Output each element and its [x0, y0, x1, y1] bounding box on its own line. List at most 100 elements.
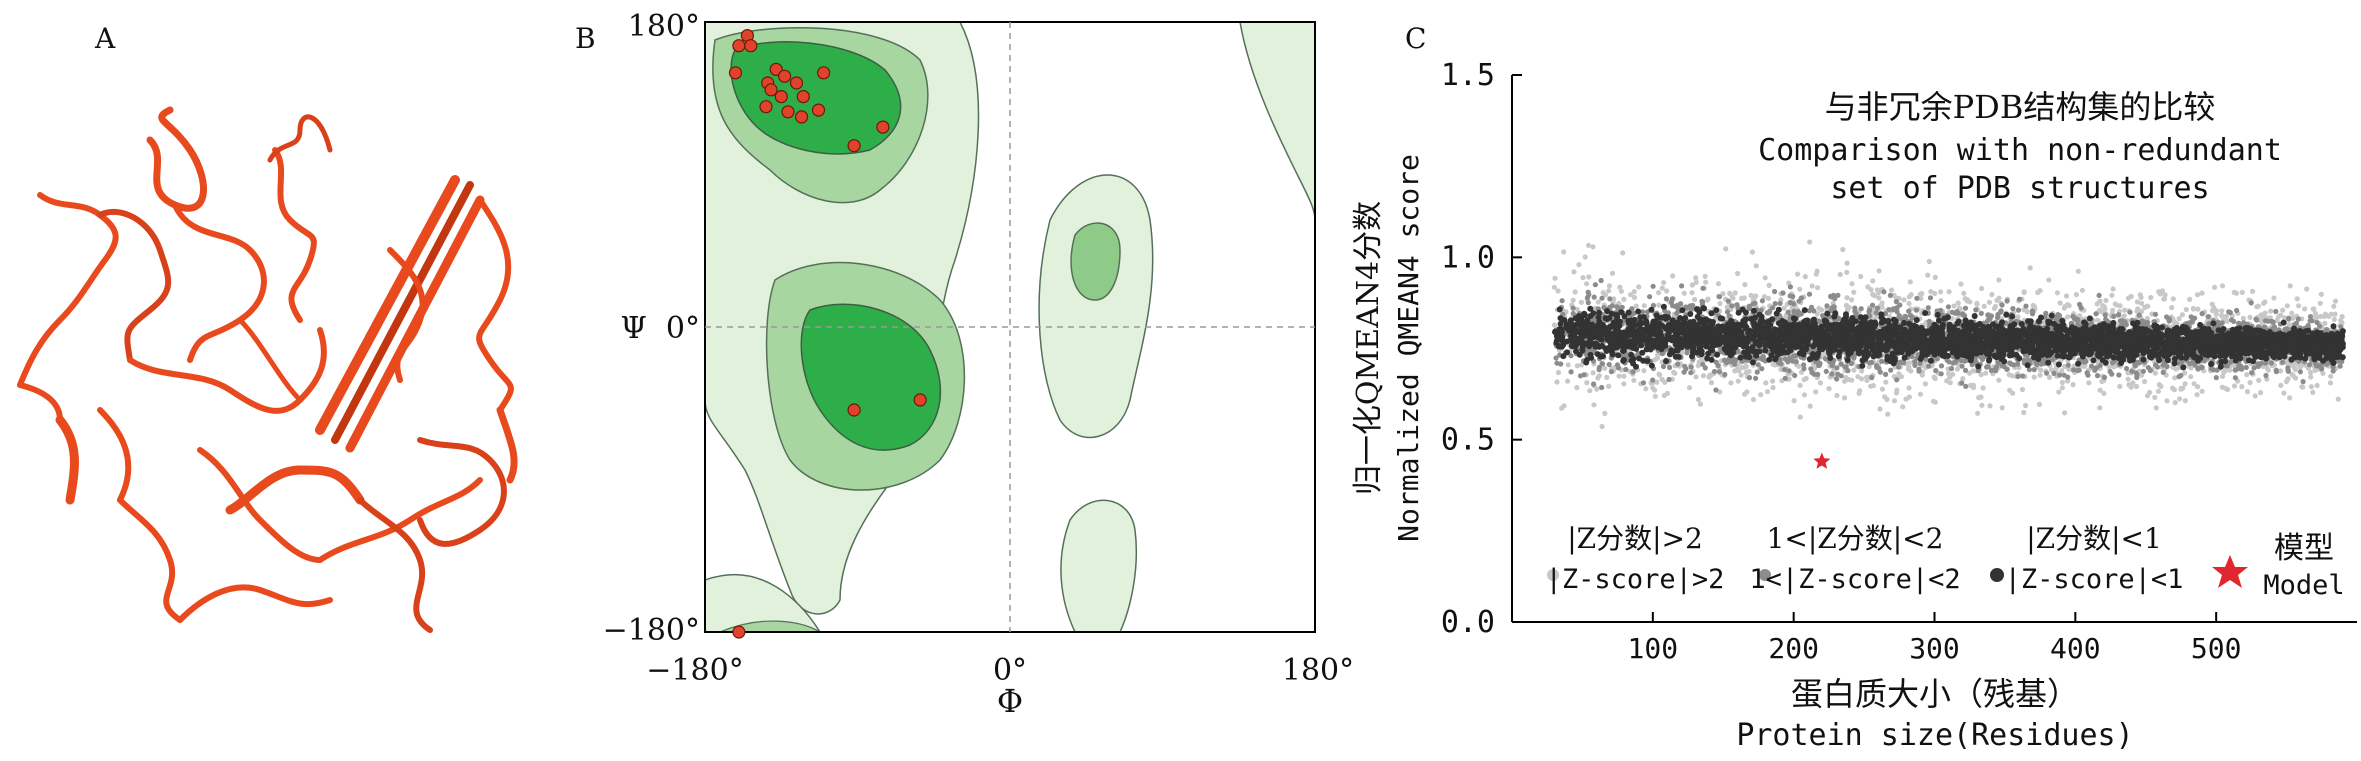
reference-point-mid [2062, 373, 2067, 378]
reference-point-high [2023, 403, 2028, 408]
reference-point-mid [1591, 381, 1596, 386]
reference-point-high [2280, 308, 2285, 313]
coil [100, 212, 168, 360]
reference-point-high [1961, 291, 1966, 296]
reference-point-high [1687, 385, 1692, 390]
reference-point-mid [1834, 376, 1839, 381]
reference-point-mid [1560, 298, 1565, 303]
reference-point-mid [2233, 375, 2238, 380]
reference-point-mid [2263, 318, 2268, 323]
reference-point-high [1750, 250, 1755, 255]
reference-point-high [1552, 276, 1557, 281]
reference-point-high [1617, 374, 1622, 379]
reference-point-mid [2308, 318, 2313, 323]
reference-point-high [2062, 410, 2067, 415]
reference-point-mid [1700, 286, 1705, 291]
reference-point-mid [1729, 303, 1734, 308]
reference-point-mid [2094, 365, 2099, 370]
reference-point-high [1819, 307, 1824, 312]
reference-point-high [1989, 292, 1994, 297]
reference-point-high [2234, 291, 2239, 296]
reference-point-high [1802, 392, 1807, 397]
coil [320, 480, 480, 560]
beta-strand [335, 185, 470, 440]
reference-point-high [2278, 383, 2283, 388]
reference-point-high [1621, 381, 1626, 386]
reference-point-high [1689, 290, 1694, 295]
reference-point-mid [2095, 373, 2100, 378]
reference-point-mid [2134, 372, 2139, 377]
reference-point-high [2308, 370, 2313, 375]
reference-point-mid [1999, 308, 2004, 313]
reference-point-mid [2271, 320, 2276, 325]
reference-point-high [1621, 374, 1626, 379]
reference-point-high [1849, 281, 1854, 286]
reference-point-high [2117, 384, 2122, 389]
reference-point-mid [1926, 305, 1931, 310]
reference-point-mid [1901, 360, 1906, 365]
reference-point-high [2007, 388, 2012, 393]
reference-point-high [1604, 375, 1609, 380]
reference-point-high [2322, 321, 2327, 326]
reference-point-mid [2164, 314, 2169, 319]
reference-point-mid [2116, 312, 2121, 317]
reference-point-high [1643, 386, 1648, 391]
reference-point-high [1586, 243, 1591, 248]
reference-point-high [1763, 275, 1768, 280]
reference-point-high [1650, 385, 1655, 390]
reference-point-mid [2102, 375, 2107, 380]
reference-point-high [1693, 374, 1698, 379]
reference-point-mid [1785, 359, 1790, 364]
reference-point-high [2221, 370, 2226, 375]
reference-point-mid [2120, 318, 2125, 323]
reference-point-high [2022, 290, 2027, 295]
reference-point-high [1696, 397, 1701, 402]
reference-point-high [2219, 313, 2224, 318]
reference-point-high [1767, 283, 1772, 288]
reference-point-high [2199, 291, 2204, 296]
reference-point-high [1810, 283, 1815, 288]
reference-point-high [1631, 378, 1636, 383]
reference-point-mid [2200, 365, 2205, 370]
reference-point-high [1889, 287, 1894, 292]
reference-point-high [2336, 397, 2341, 402]
reference-point-high [2171, 296, 2176, 301]
panel-a: A [20, 22, 514, 630]
reference-point-mid [2231, 319, 2236, 324]
reference-point-high [1900, 404, 1905, 409]
reference-point-high [1868, 384, 1873, 389]
reference-point-high [1927, 259, 1932, 264]
reference-point-mid [1960, 312, 1965, 317]
reference-point-high [1736, 368, 1741, 373]
reference-point-mid [2001, 364, 2006, 369]
reference-point-mid [1688, 370, 1693, 375]
reference-point-mid [1788, 284, 1793, 289]
beta-strand [350, 200, 480, 448]
reference-point-high [1963, 296, 1968, 301]
reference-point-mid [1735, 302, 1740, 307]
reference-point-mid [1845, 368, 1850, 373]
reference-point-high [2268, 309, 2273, 314]
reference-point-high [1851, 290, 1856, 295]
reference-point-mid [1592, 295, 1597, 300]
reference-point-mid [1772, 289, 1777, 294]
reference-point-high [2000, 405, 2005, 410]
reference-point-high [1974, 301, 1979, 306]
reference-point-mid [1713, 387, 1718, 392]
reference-point-high [2310, 390, 2315, 395]
reference-point-high [1896, 371, 1901, 376]
residue-point [782, 106, 794, 118]
reference-point-high [1571, 298, 1576, 303]
reference-point-high [1739, 373, 1744, 378]
reference-point-high [2328, 374, 2333, 379]
reference-point-mid [1770, 305, 1775, 310]
reference-point-high [2262, 299, 2267, 304]
reference-point-mid [1600, 361, 1605, 366]
reference-point-high [2101, 391, 2106, 396]
reference-point-high [1657, 372, 1662, 377]
reference-point-mid [1928, 295, 1933, 300]
reference-point-high [1692, 297, 1697, 302]
reference-point-high [1840, 247, 1845, 252]
reference-point-high [1665, 391, 1670, 396]
reference-point-high [1908, 279, 1913, 284]
